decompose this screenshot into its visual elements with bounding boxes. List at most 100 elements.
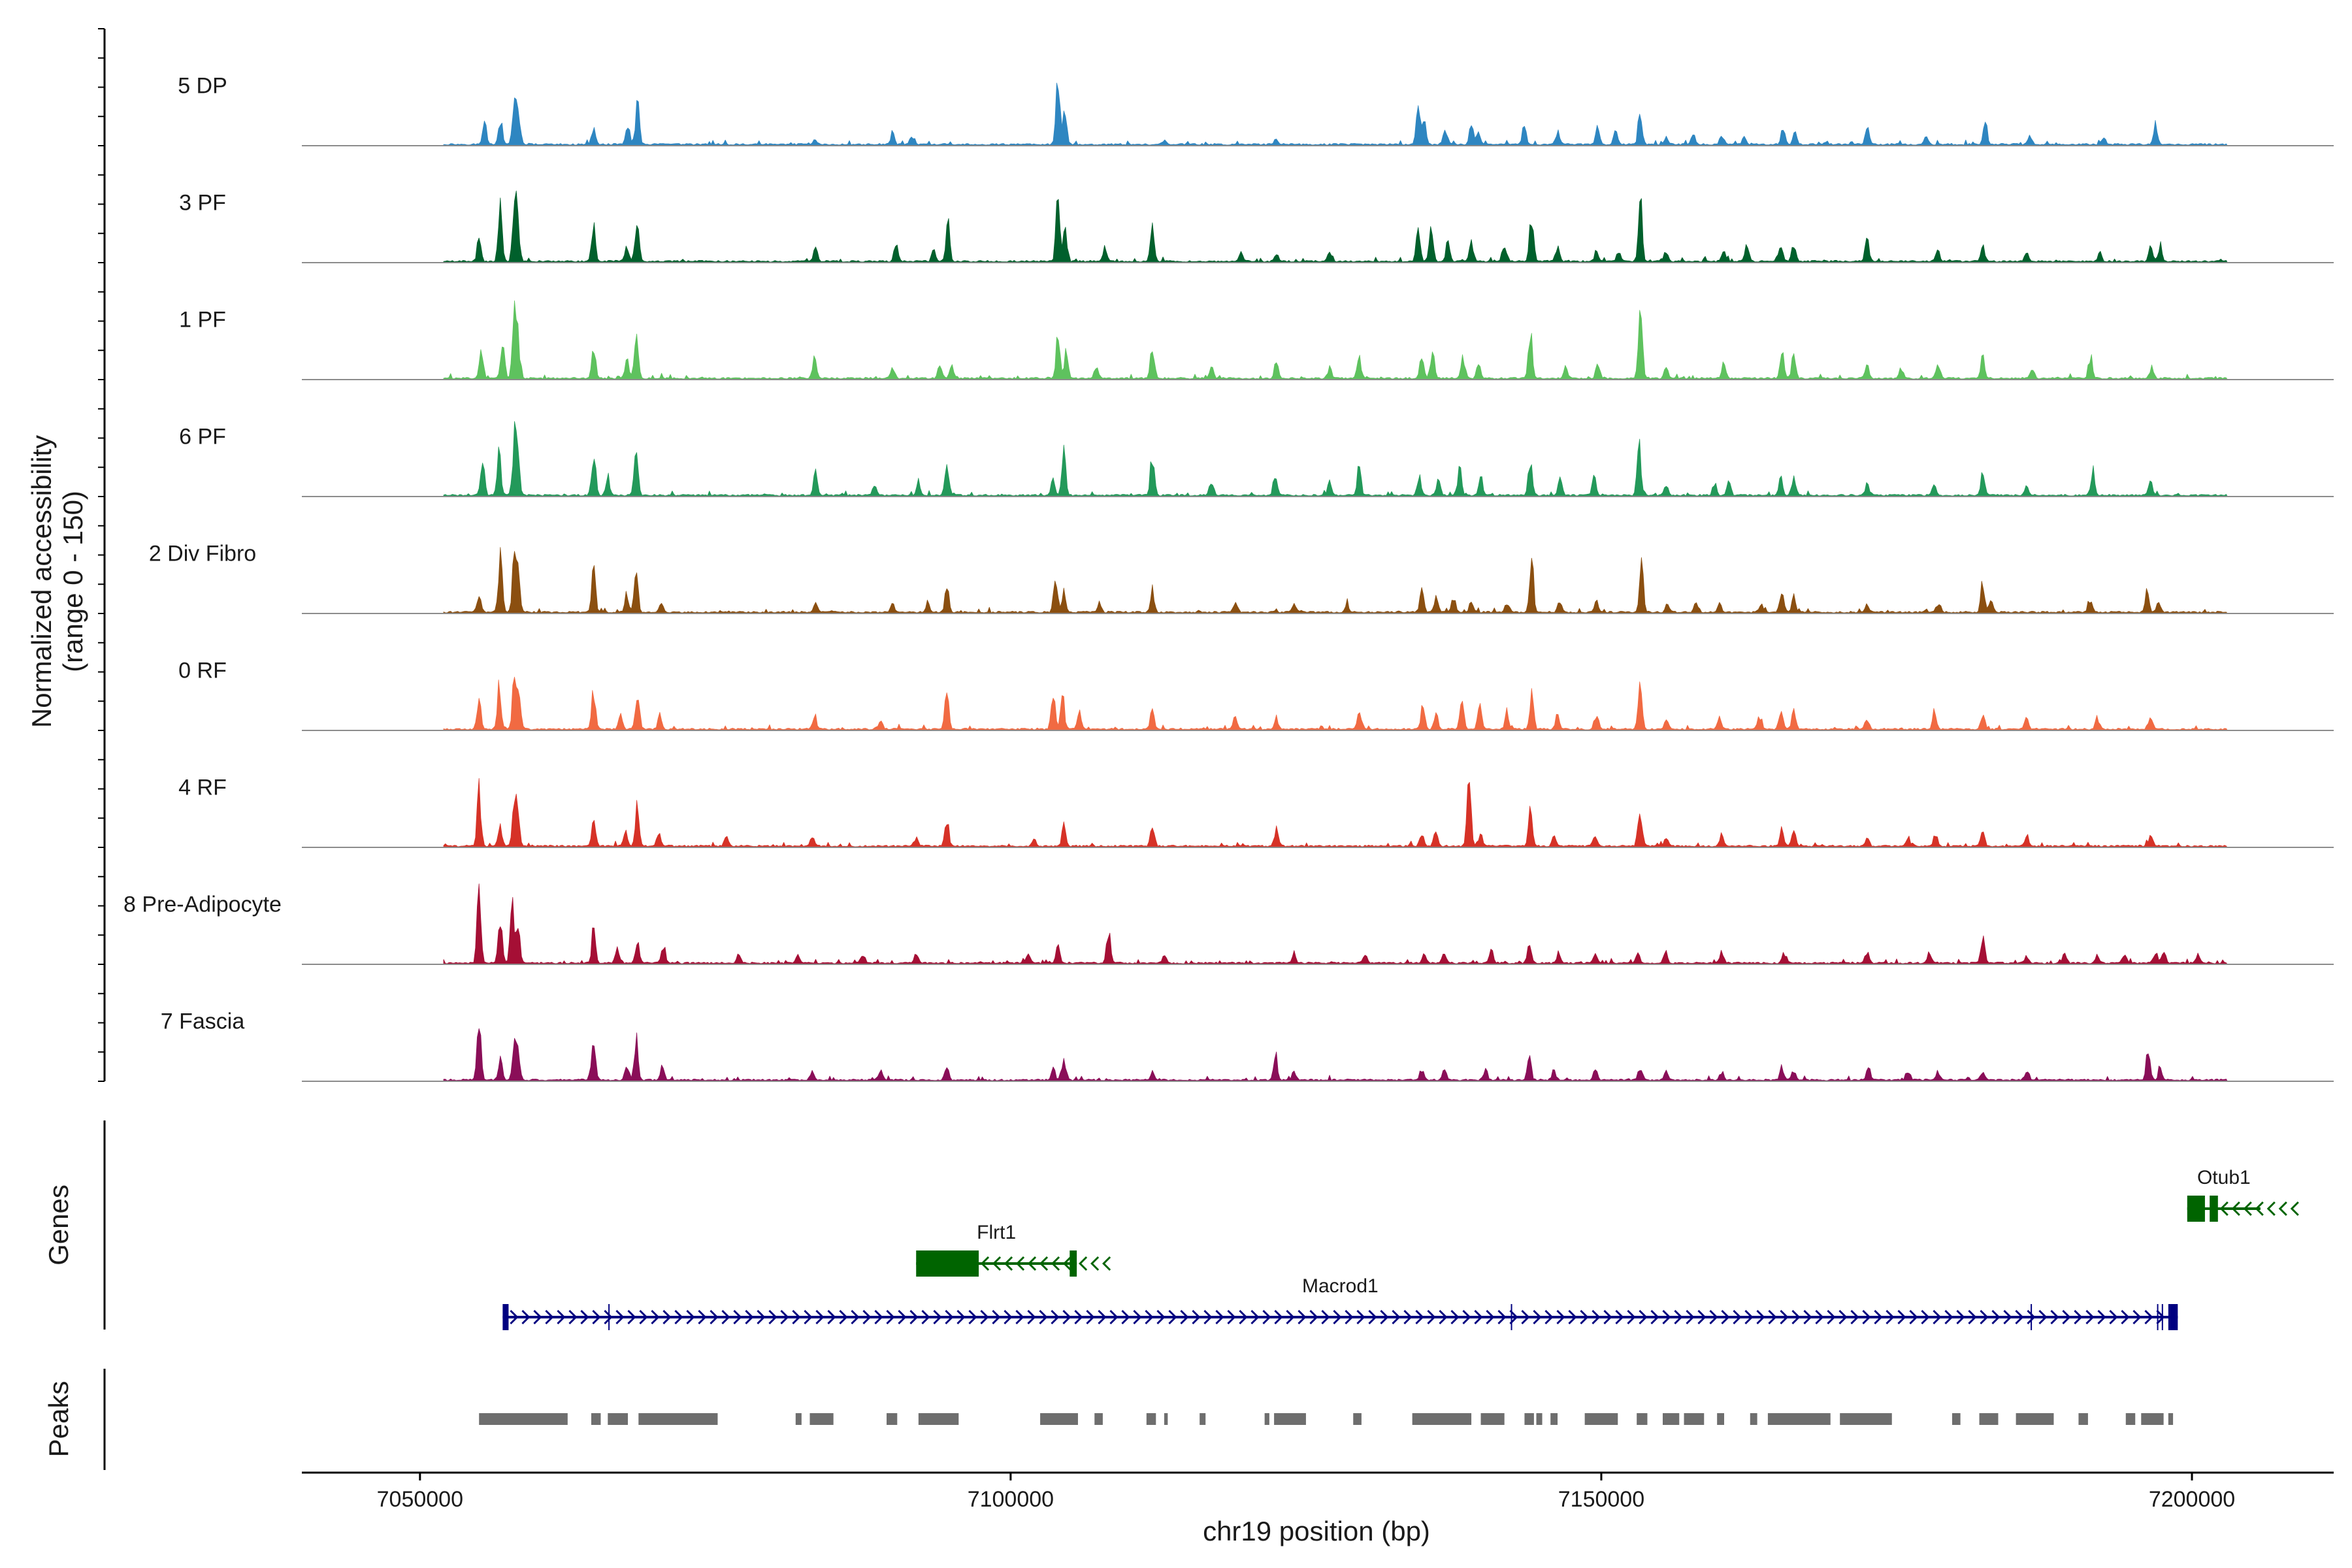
- peak-region: [2141, 1413, 2164, 1425]
- gene-strand-arrow: [968, 1309, 977, 1325]
- gene-strand-arrow: [1156, 1309, 1166, 1325]
- gene-strand-arrow: [851, 1309, 860, 1325]
- peak-region: [1979, 1413, 1999, 1425]
- coverage-area: [443, 82, 2228, 146]
- peak-region: [1264, 1413, 1269, 1425]
- gene-strand-arrow: [1180, 1309, 1189, 1325]
- gene-strand-arrow: [1004, 1309, 1013, 1325]
- gene-strand-arrow: [1062, 1309, 1071, 1325]
- track-label: 5 DP: [178, 73, 227, 98]
- gene-strand-arrow: [1639, 1309, 1648, 1325]
- gene-strand-arrow: [521, 1309, 531, 1325]
- x-axis: 7050000 7100000 7150000 7200000: [302, 1471, 2334, 1512]
- gene-strand-arrow: [1051, 1256, 1060, 1271]
- gene-strand-arrow: [1815, 1309, 1824, 1325]
- gene-strand-arrow: [992, 1256, 1002, 1271]
- gene-strand-arrow: [1827, 1309, 1836, 1325]
- gene-strand-arrow: [1650, 1309, 1659, 1325]
- x-tick-label: 7100000: [968, 1487, 1054, 1512]
- coverage-track: 2 Div Fibro: [149, 541, 2334, 614]
- gene-strand-arrow: [1262, 1309, 1271, 1325]
- gene-strand-arrow: [956, 1309, 966, 1325]
- peak-region: [591, 1413, 601, 1425]
- gene-strand-arrow: [639, 1309, 648, 1325]
- gene-strand-arrow: [933, 1309, 942, 1325]
- peak-region: [1637, 1413, 1648, 1425]
- coverage-track: 4 RF: [178, 775, 2334, 848]
- gene-strand-arrow: [627, 1309, 636, 1325]
- gene-strand-arrow: [792, 1309, 801, 1325]
- coverage-track: 5 DP: [178, 73, 2334, 146]
- gene-strand-arrow: [945, 1309, 954, 1325]
- gene-strand-arrow: [2074, 1309, 2083, 1325]
- gene-strand-arrow: [1521, 1309, 1530, 1325]
- gene-strand-arrow: [1674, 1309, 1683, 1325]
- gene-strand-arrow: [1368, 1309, 1377, 1325]
- coverage-track: 8 Pre-Adipocyte: [123, 883, 2334, 965]
- track-label: 6 PF: [179, 424, 226, 449]
- peak-region: [1353, 1413, 1362, 1425]
- gene-strand-arrow: [1145, 1309, 1154, 1325]
- gene-strand-arrow: [1015, 1309, 1024, 1325]
- gene-exon: [1070, 1250, 1077, 1277]
- gene-strand-arrow: [2156, 1309, 2165, 1325]
- gene-strand-arrow: [1615, 1309, 1624, 1325]
- gene-strand-arrow: [2231, 1201, 2240, 1217]
- coverage-y-axis-title-line2: (range 0 - 150): [57, 491, 88, 672]
- coverage-track: 1 PF: [179, 300, 2334, 380]
- peak-region: [1750, 1413, 1757, 1425]
- gene-strand-arrow: [1074, 1309, 1083, 1325]
- gene-strand-arrow: [1227, 1309, 1236, 1325]
- gene-strand-arrow: [510, 1309, 519, 1325]
- gene-strand-arrow: [1062, 1256, 1072, 1271]
- gene-strand-arrow: [1004, 1256, 1013, 1271]
- gene-strand-arrow: [1027, 1256, 1037, 1271]
- gene-strand-arrow: [1250, 1309, 1260, 1325]
- gene-strand-arrow: [1027, 1309, 1036, 1325]
- gene-strand-arrow: [1098, 1309, 1107, 1325]
- gene-strand-arrow: [1497, 1309, 1507, 1325]
- coverage-panel: [98, 28, 106, 1082]
- gene-strand-arrow: [2278, 1201, 2287, 1217]
- gene-exon: [2210, 1196, 2218, 1222]
- genes-panel: Otub1 Flrt1 Macrod1: [103, 1120, 2299, 1330]
- gene-strand-arrow: [980, 1309, 989, 1325]
- gene-strand-arrow: [1803, 1309, 1812, 1325]
- gene-strand-arrow: [1627, 1309, 1636, 1325]
- gene-strand-arrow: [2050, 1309, 2059, 1325]
- coverage-track: 3 PF: [179, 190, 2334, 263]
- gene-strand-arrow: [1121, 1309, 1130, 1325]
- gene-strand-arrow: [1709, 1309, 1718, 1325]
- gene-strand-arrow: [1862, 1309, 1871, 1325]
- gene-strand-arrow: [615, 1309, 625, 1325]
- peaks-panel-title: Peaks: [43, 1381, 74, 1458]
- coverage-area: [443, 547, 2228, 614]
- gene-strand-arrow: [1403, 1309, 1413, 1325]
- gene-strand-arrow: [1286, 1309, 1295, 1325]
- gene-strand-arrow: [815, 1309, 825, 1325]
- gene-strand-arrow: [1462, 1309, 1471, 1325]
- gene-strand-arrow: [2109, 1309, 2118, 1325]
- gene-strand-arrow: [1909, 1309, 1918, 1325]
- gene-strand-arrow: [1556, 1309, 1565, 1325]
- gene-strand-arrow: [1662, 1309, 1671, 1325]
- gene-strand-arrow: [1086, 1309, 1095, 1325]
- gene-strand-arrow: [757, 1309, 766, 1325]
- gene-strand-arrow: [1697, 1309, 1707, 1325]
- gene-strand-arrow: [1509, 1309, 1518, 1325]
- gene-strand-arrow: [1838, 1309, 1848, 1325]
- peak-region: [809, 1413, 834, 1425]
- peak-region: [1952, 1413, 1961, 1425]
- gene-strand-arrow: [2062, 1309, 2071, 1325]
- gene-strand-arrow: [1603, 1309, 1612, 1325]
- gene-strand-arrow: [1192, 1309, 1201, 1325]
- gene-strand-arrow: [1102, 1256, 1111, 1271]
- gene-strand-arrow: [2015, 1309, 2024, 1325]
- peak-region: [1584, 1413, 1618, 1425]
- gene-model-macrod1: Macrod1: [502, 1275, 2178, 1330]
- gene-strand-arrow: [1392, 1309, 1401, 1325]
- peak-region: [2078, 1413, 2088, 1425]
- gene-strand-arrow: [1109, 1309, 1119, 1325]
- gene-strand-arrow: [1298, 1309, 1307, 1325]
- coverage-track: 7 Fascia: [161, 1009, 2334, 1082]
